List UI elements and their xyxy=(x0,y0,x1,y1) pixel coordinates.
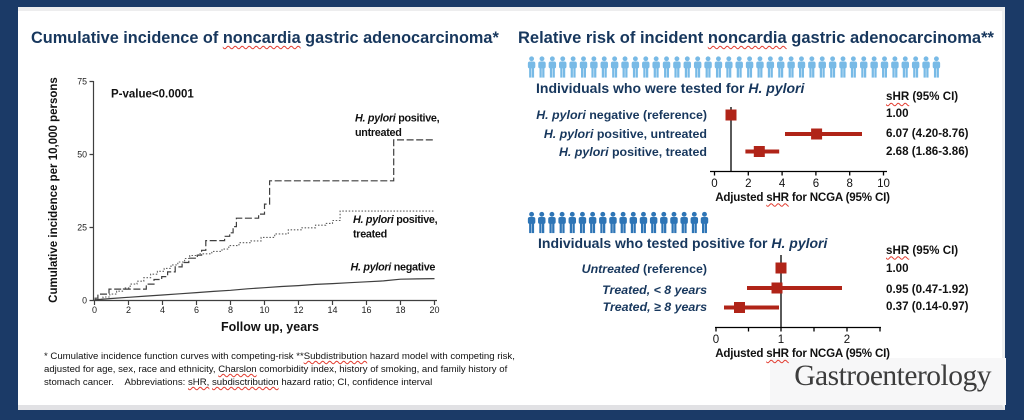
svg-text:20: 20 xyxy=(429,305,439,315)
svg-text:treated: treated xyxy=(353,229,387,241)
svg-text:H. pylori positive,: H. pylori positive, xyxy=(355,113,440,125)
svg-text:8: 8 xyxy=(228,305,233,315)
svg-text:4: 4 xyxy=(160,305,165,315)
svg-text:Cumulative incidence per 10,00: Cumulative incidence per 10,000 persons xyxy=(48,77,60,303)
svg-text:4: 4 xyxy=(779,178,786,190)
svg-text:50: 50 xyxy=(77,150,87,160)
svg-text:H. pylori negative: H. pylori negative xyxy=(351,262,436,274)
svg-text:Follow up, years: Follow up, years xyxy=(221,320,319,334)
svg-text:10: 10 xyxy=(259,305,269,315)
svg-text:0: 0 xyxy=(711,178,717,190)
svg-text:2: 2 xyxy=(745,178,751,190)
svg-text:14: 14 xyxy=(327,305,337,315)
svg-text:25: 25 xyxy=(77,223,87,233)
svg-text:0: 0 xyxy=(82,296,87,306)
svg-text:10: 10 xyxy=(877,178,890,190)
svg-text:6: 6 xyxy=(194,305,199,315)
svg-text:untreated: untreated xyxy=(355,127,402,139)
svg-text:6: 6 xyxy=(813,178,819,190)
svg-text:16: 16 xyxy=(361,305,371,315)
svg-text:0: 0 xyxy=(713,334,719,346)
svg-text:0: 0 xyxy=(92,305,97,315)
svg-text:75: 75 xyxy=(77,77,87,87)
svg-text:18: 18 xyxy=(395,305,405,315)
svg-text:1: 1 xyxy=(778,334,784,346)
svg-text:2: 2 xyxy=(126,305,131,315)
svg-text:H. pylori positive,: H. pylori positive, xyxy=(353,214,438,226)
svg-text:8: 8 xyxy=(846,178,852,190)
svg-text:P-value<0.0001: P-value<0.0001 xyxy=(111,89,194,101)
svg-text:12: 12 xyxy=(293,305,303,315)
svg-text:2: 2 xyxy=(844,334,850,346)
